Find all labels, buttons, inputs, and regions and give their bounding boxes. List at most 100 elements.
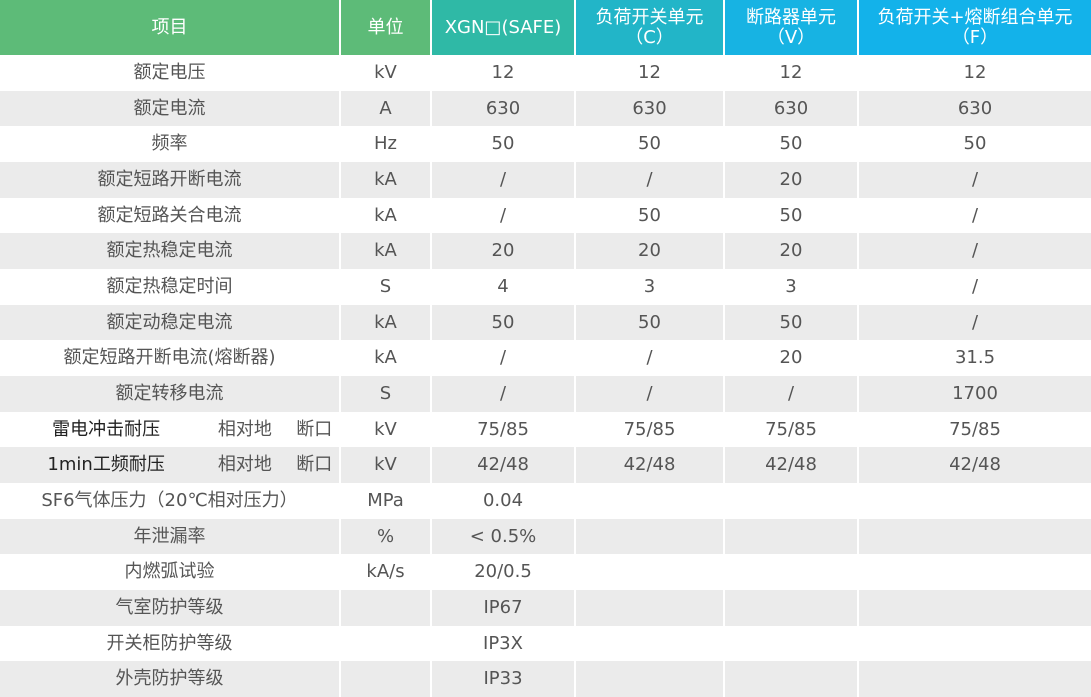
value-cell: 630 xyxy=(725,90,859,127)
value-text: / xyxy=(971,204,979,226)
value-text: 50 xyxy=(638,204,661,226)
header-text: 负荷开关单元 xyxy=(595,6,704,28)
value-cell: 20 xyxy=(725,162,859,198)
unit-text: kA xyxy=(374,311,397,333)
header-text: XGN□(SAFE) xyxy=(444,16,562,38)
value-text: / xyxy=(499,204,507,226)
unit-cell: kA/s xyxy=(341,554,432,590)
value-cell: 50 xyxy=(432,126,576,162)
item-cell: 额定热稳定时间 xyxy=(0,269,341,305)
item-text: 频率 xyxy=(151,133,188,155)
value-cell: / xyxy=(432,376,576,412)
value-text: 20 xyxy=(779,240,803,262)
item-text: 外壳防护等级 xyxy=(115,668,224,690)
row-background xyxy=(0,376,1091,412)
value-cell: / xyxy=(432,340,576,376)
value-cell: 31.5 xyxy=(859,340,1091,376)
unit-text: A xyxy=(379,97,392,119)
value-text: 42/48 xyxy=(949,454,1001,476)
value-cell: / xyxy=(859,305,1091,341)
value-cell xyxy=(859,554,1091,590)
value-text: 630 xyxy=(485,97,521,119)
header-text: 项目 xyxy=(151,16,188,38)
value-text: IP3X xyxy=(483,632,523,654)
value-cell: / xyxy=(859,269,1091,305)
item-cell: SF6气体压力（20℃相对压力） xyxy=(0,483,341,519)
item-cell: 内燃弧试验 xyxy=(0,554,341,590)
item-text: 内燃弧试验 xyxy=(124,561,215,583)
value-cell: 12 xyxy=(432,55,576,91)
value-cell: / xyxy=(859,198,1091,234)
value-cell: 0.04 xyxy=(432,483,576,519)
value-cell: IP33 xyxy=(432,661,576,697)
value-cell: 50 xyxy=(576,197,725,234)
item-cell: 额定电流 xyxy=(0,90,341,127)
unit-text: % xyxy=(376,525,395,547)
value-text: 50 xyxy=(779,133,803,155)
value-cell: 50 xyxy=(432,304,576,341)
unit-cell: S xyxy=(341,376,432,412)
value-text: 75/85 xyxy=(477,418,529,440)
item-text: 额定热稳定电流 xyxy=(106,240,233,262)
value-cell xyxy=(576,661,725,697)
value-cell: 12 xyxy=(859,55,1091,91)
value-cell xyxy=(859,590,1091,626)
unit-cell: MPa xyxy=(341,483,432,519)
value-cell: 50 xyxy=(725,304,859,341)
value-cell xyxy=(576,518,725,555)
value-cell: 20/0.5 xyxy=(432,554,576,590)
value-cell xyxy=(725,661,859,697)
value-cell xyxy=(859,661,1091,697)
header-cell: 负荷开关单元 （C） xyxy=(576,0,725,55)
value-cell: / xyxy=(432,197,576,234)
unit-text: kV xyxy=(374,454,397,476)
value-cell: / xyxy=(432,162,576,198)
item-text: 气室防护等级 xyxy=(115,596,224,618)
value-cell xyxy=(576,554,725,590)
value-text: 630 xyxy=(773,97,809,119)
value-text: / xyxy=(971,311,979,333)
unit-text: MPa xyxy=(367,489,404,511)
header-text: 断路器单元 xyxy=(746,6,836,28)
unit-cell: Hz xyxy=(341,126,432,162)
header-cell: XGN□(SAFE) xyxy=(432,0,576,55)
value-text: 75/85 xyxy=(623,418,676,440)
unit-cell: kA xyxy=(341,197,432,234)
header-cell: 断路器单元 （V） xyxy=(725,0,859,55)
value-cell: / xyxy=(576,376,725,412)
value-text: 50 xyxy=(638,311,661,333)
value-cell: 42/48 xyxy=(432,447,576,483)
value-cell: 4 xyxy=(432,269,576,305)
value-text: 75/85 xyxy=(949,418,1001,440)
value-text: < 0.5% xyxy=(469,525,537,547)
value-cell: 20 xyxy=(432,233,576,269)
header-text: 负荷开关+熔断组合单元 xyxy=(877,6,1073,28)
value-text: / xyxy=(971,240,979,262)
unit-cell: kA xyxy=(341,162,432,198)
value-cell: 3 xyxy=(576,269,725,305)
header-text: （V） xyxy=(766,26,816,48)
value-cell: 42/48 xyxy=(725,447,859,483)
value-text: 630 xyxy=(957,97,993,119)
value-text: 50 xyxy=(779,311,803,333)
item-cell: 外壳防护等级 xyxy=(0,661,341,697)
unit-text: kA xyxy=(374,168,397,190)
value-cell: 20 xyxy=(725,233,859,269)
row-background xyxy=(0,447,1091,483)
unit-cell: kA xyxy=(341,340,432,376)
value-text: 1700 xyxy=(952,382,998,404)
item-text: 额定短路开断电流 xyxy=(97,168,242,190)
unit-text: Hz xyxy=(374,133,397,155)
row-background xyxy=(0,518,1091,555)
value-text: / xyxy=(646,382,653,404)
value-text: 12 xyxy=(963,61,987,83)
item-text: 额定动稳定电流 xyxy=(106,311,233,333)
value-text: 20 xyxy=(779,168,803,190)
item-cell: 雷电冲击耐压 相对地 断口 xyxy=(0,411,341,448)
item-text: 额定电流 xyxy=(133,97,206,119)
value-text: 42/48 xyxy=(623,454,676,476)
row-background xyxy=(0,661,1091,697)
value-text: 12 xyxy=(779,61,803,83)
header-text: （F） xyxy=(951,26,999,48)
